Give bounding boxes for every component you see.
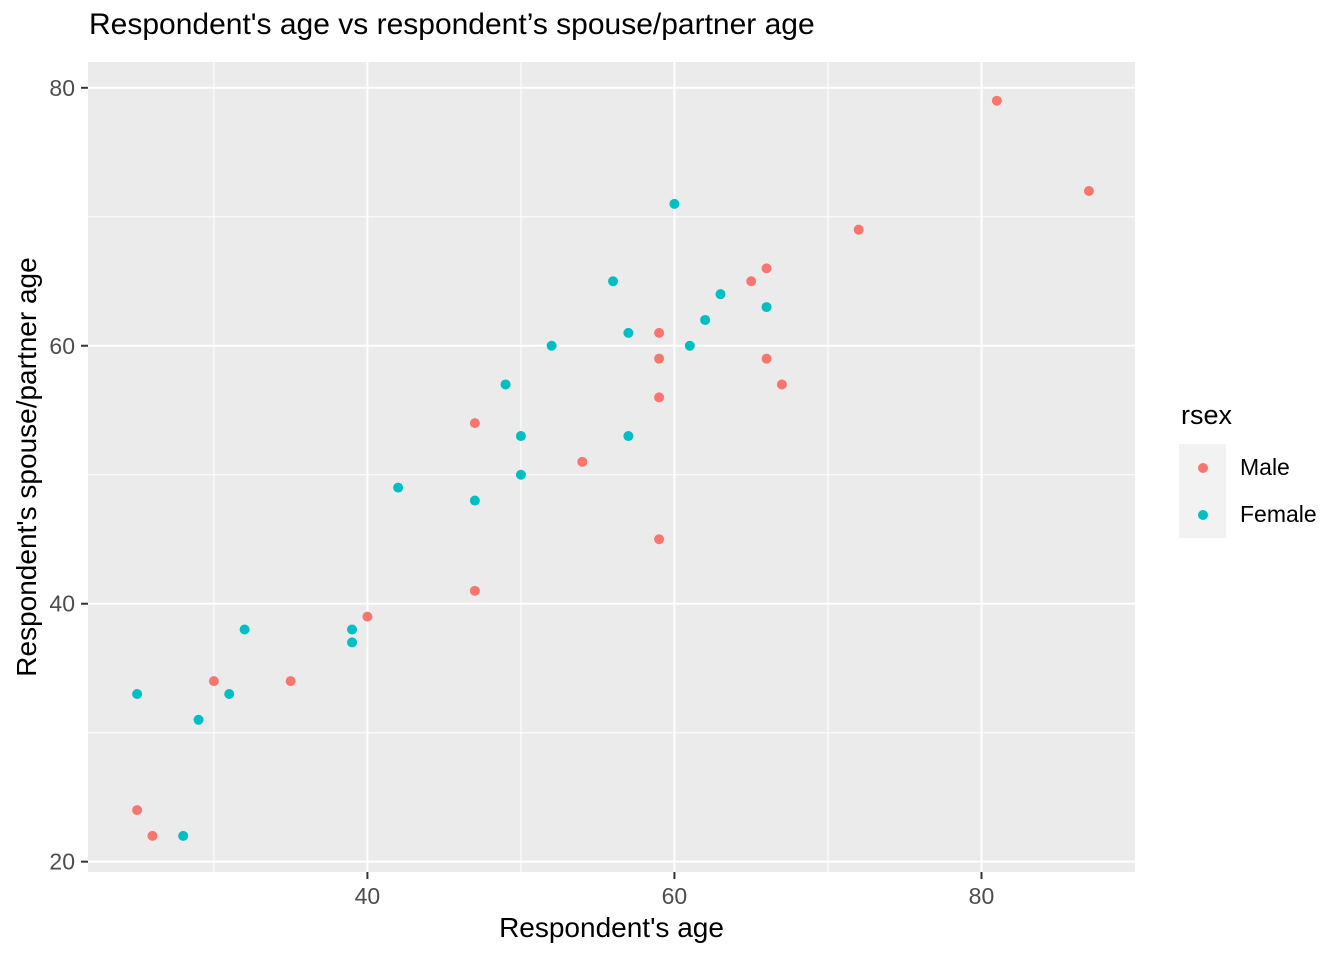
data-point-female bbox=[393, 482, 404, 493]
legend-label-female: Female bbox=[1240, 501, 1317, 527]
chart-title: Respondent's age vs respondent’s spouse/… bbox=[89, 8, 815, 41]
data-point-female bbox=[193, 714, 204, 725]
data-point-female bbox=[700, 314, 711, 325]
data-point-male bbox=[654, 534, 665, 545]
data-point-male bbox=[362, 611, 373, 622]
data-point-female bbox=[239, 624, 250, 635]
data-point-female bbox=[500, 379, 511, 390]
y-axis-title: Respondent's spouse/partner age bbox=[11, 257, 42, 677]
data-point-female bbox=[347, 624, 358, 635]
y-tick-label: 40 bbox=[49, 591, 75, 617]
data-point-male bbox=[132, 805, 143, 816]
data-point-female bbox=[132, 689, 143, 700]
data-point-male bbox=[776, 379, 787, 390]
data-point-female bbox=[515, 469, 526, 480]
data-point-male bbox=[285, 676, 296, 687]
male-dot-icon bbox=[1197, 462, 1208, 473]
legend-label-male: Male bbox=[1240, 454, 1290, 480]
data-point-male bbox=[654, 392, 665, 403]
data-point-female bbox=[761, 302, 772, 313]
data-point-male bbox=[469, 585, 480, 596]
data-point-female bbox=[347, 637, 358, 648]
data-point-female bbox=[608, 276, 619, 287]
data-point-male bbox=[654, 353, 665, 364]
legend: rsex Male Female bbox=[1179, 400, 1317, 538]
data-point-female bbox=[623, 327, 634, 338]
y-tick-label: 80 bbox=[49, 75, 75, 101]
female-dot-icon bbox=[1197, 509, 1208, 520]
data-point-female bbox=[224, 689, 235, 700]
plot-panel bbox=[88, 62, 1135, 872]
x-tick-label: 40 bbox=[355, 883, 381, 909]
y-tick-label: 20 bbox=[49, 849, 75, 875]
data-point-male bbox=[577, 456, 588, 467]
x-axis-title: Respondent's age bbox=[499, 912, 724, 943]
data-point-male bbox=[208, 676, 219, 687]
data-point-male bbox=[761, 353, 772, 364]
legend-title: rsex bbox=[1181, 400, 1233, 430]
data-point-male bbox=[746, 276, 757, 287]
legend-key-female bbox=[1179, 491, 1226, 538]
x-tick-label: 80 bbox=[969, 883, 995, 909]
legend-item-male: Male bbox=[1179, 444, 1317, 491]
y-tick-label: 60 bbox=[49, 333, 75, 359]
data-point-female bbox=[669, 198, 680, 209]
x-tick-label: 60 bbox=[662, 883, 688, 909]
data-point-male bbox=[991, 95, 1002, 106]
data-point-male bbox=[469, 418, 480, 429]
data-point-female bbox=[469, 495, 480, 506]
legend-key-male bbox=[1179, 444, 1226, 491]
data-point-male bbox=[761, 263, 772, 274]
data-point-female bbox=[623, 431, 634, 442]
data-point-female bbox=[546, 340, 557, 351]
data-point-male bbox=[654, 327, 665, 338]
data-point-male bbox=[853, 224, 864, 235]
data-point-female bbox=[515, 431, 526, 442]
data-point-female bbox=[178, 830, 189, 841]
data-point-male bbox=[147, 830, 158, 841]
data-point-female bbox=[684, 340, 695, 351]
legend-item-female: Female bbox=[1179, 491, 1317, 538]
data-point-female bbox=[715, 289, 726, 300]
data-point-male bbox=[1083, 185, 1094, 196]
